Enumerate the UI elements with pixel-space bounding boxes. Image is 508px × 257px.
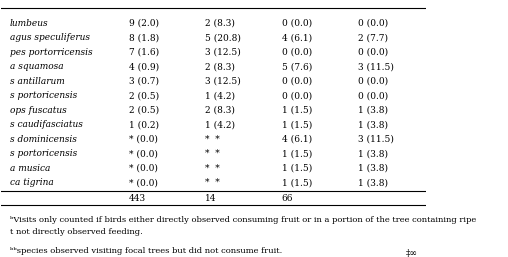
Text: s portoricensis: s portoricensis xyxy=(10,149,77,158)
Text: s portoricensis: s portoricensis xyxy=(10,91,77,100)
Text: agus speculiferus: agus speculiferus xyxy=(10,33,90,42)
Text: s caudifasciatus: s caudifasciatus xyxy=(10,120,83,129)
Text: 2 (8.3): 2 (8.3) xyxy=(205,62,235,71)
Text: 1 (3.8): 1 (3.8) xyxy=(358,164,388,173)
Text: *  *: * * xyxy=(205,149,220,158)
Text: 2 (0.5): 2 (0.5) xyxy=(129,106,159,115)
Text: 1 (1.5): 1 (1.5) xyxy=(282,164,312,173)
Text: ᵇVisits only counted if birds either directly observed consuming fruit or in a p: ᵇVisits only counted if birds either dir… xyxy=(10,216,476,224)
Text: 66: 66 xyxy=(282,194,293,203)
Text: 0 (0.0): 0 (0.0) xyxy=(282,48,312,57)
Text: 3 (11.5): 3 (11.5) xyxy=(358,135,394,144)
Text: 9 (2.0): 9 (2.0) xyxy=(129,19,159,28)
Text: t not directly observed feeding.: t not directly observed feeding. xyxy=(10,228,143,236)
Text: a squamosa: a squamosa xyxy=(10,62,64,71)
Text: 1 (1.5): 1 (1.5) xyxy=(282,120,312,129)
Text: *  *: * * xyxy=(205,164,220,173)
Text: * (0.0): * (0.0) xyxy=(129,149,157,158)
Text: 4 (6.1): 4 (6.1) xyxy=(282,33,312,42)
Text: a musica: a musica xyxy=(10,164,50,173)
Text: 1 (1.5): 1 (1.5) xyxy=(282,106,312,115)
Text: 0 (0.0): 0 (0.0) xyxy=(282,19,312,28)
Text: 3 (0.7): 3 (0.7) xyxy=(129,77,159,86)
Text: s antillarum: s antillarum xyxy=(10,77,65,86)
Text: 3 (11.5): 3 (11.5) xyxy=(358,62,394,71)
Text: 2 (7.7): 2 (7.7) xyxy=(358,33,388,42)
Text: 7 (1.6): 7 (1.6) xyxy=(129,48,159,57)
Text: 0 (0.0): 0 (0.0) xyxy=(358,77,388,86)
Text: 0 (0.0): 0 (0.0) xyxy=(358,91,388,100)
Text: ᵇᵇspecies observed visiting focal trees but did not consume fruit.: ᵇᵇspecies observed visiting focal trees … xyxy=(10,246,282,254)
Text: 0 (0.0): 0 (0.0) xyxy=(358,48,388,57)
Text: * (0.0): * (0.0) xyxy=(129,135,157,144)
Text: 4 (6.1): 4 (6.1) xyxy=(282,135,312,144)
Text: *  *: * * xyxy=(205,178,220,187)
Text: 1 (0.2): 1 (0.2) xyxy=(129,120,159,129)
Text: 8 (1.8): 8 (1.8) xyxy=(129,33,159,42)
Text: ca tigrina: ca tigrina xyxy=(10,178,54,187)
Text: ops fuscatus: ops fuscatus xyxy=(10,106,67,115)
Text: 2 (8.3): 2 (8.3) xyxy=(205,19,235,28)
Text: 1 (4.2): 1 (4.2) xyxy=(205,91,235,100)
Text: 3 (12.5): 3 (12.5) xyxy=(205,77,241,86)
Text: 1 (4.2): 1 (4.2) xyxy=(205,120,235,129)
Text: 4 (0.9): 4 (0.9) xyxy=(129,62,159,71)
Text: 1 (3.8): 1 (3.8) xyxy=(358,149,388,158)
Text: 3 (12.5): 3 (12.5) xyxy=(205,48,241,57)
Text: s dominicensis: s dominicensis xyxy=(10,135,77,144)
Text: 0 (0.0): 0 (0.0) xyxy=(358,19,388,28)
Text: * (0.0): * (0.0) xyxy=(129,178,157,187)
Text: 0 (0.0): 0 (0.0) xyxy=(282,91,312,100)
Text: 1 (3.8): 1 (3.8) xyxy=(358,178,388,187)
Text: pes portorricensis: pes portorricensis xyxy=(10,48,92,57)
Text: *  *: * * xyxy=(205,135,220,144)
Text: * (0.0): * (0.0) xyxy=(129,164,157,173)
Text: 1 (1.5): 1 (1.5) xyxy=(282,149,312,158)
Text: 14: 14 xyxy=(205,194,217,203)
Text: 5 (7.6): 5 (7.6) xyxy=(282,62,312,71)
Text: lumbeus: lumbeus xyxy=(10,19,48,28)
Text: 443: 443 xyxy=(129,194,146,203)
Text: ‡∞: ‡∞ xyxy=(406,250,418,257)
Text: 2 (0.5): 2 (0.5) xyxy=(129,91,159,100)
Text: 1 (1.5): 1 (1.5) xyxy=(282,178,312,187)
Text: 0 (0.0): 0 (0.0) xyxy=(282,77,312,86)
Text: 1 (3.8): 1 (3.8) xyxy=(358,120,388,129)
Text: 1 (3.8): 1 (3.8) xyxy=(358,106,388,115)
Text: 5 (20.8): 5 (20.8) xyxy=(205,33,241,42)
Text: 2 (8.3): 2 (8.3) xyxy=(205,106,235,115)
